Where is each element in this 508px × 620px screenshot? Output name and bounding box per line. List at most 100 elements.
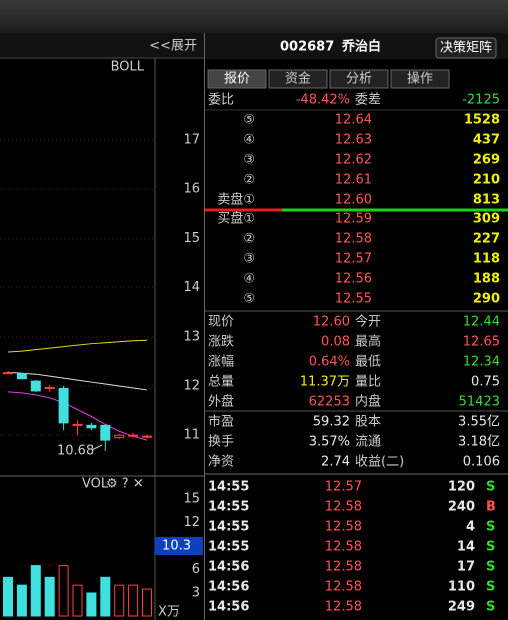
- trade-price: 12.57: [325, 480, 362, 495]
- volume-bar: [16, 584, 27, 617]
- stat-value: 12.60: [313, 315, 350, 330]
- level-volume: 269: [473, 153, 500, 168]
- decision-button[interactable]: 决策矩阵: [440, 40, 492, 56]
- volume-bar: [142, 588, 152, 617]
- level-price: 12.59: [335, 212, 372, 227]
- trade-price: 12.58: [325, 540, 362, 555]
- trade-time: 14:56: [208, 600, 249, 615]
- level-volume: 437: [473, 133, 500, 148]
- tab-label[interactable]: 报价: [224, 72, 250, 87]
- volume-unit: X万: [158, 605, 180, 620]
- stat-label: 最低: [355, 355, 381, 370]
- trade-volume: 249: [448, 600, 475, 615]
- order-ratio: -48.42%: [296, 93, 350, 108]
- stat-value: 51423: [459, 395, 500, 410]
- stat-value: 3.57%: [309, 435, 350, 450]
- stat-value: 0.08: [321, 335, 350, 350]
- price-tick-label: 15: [183, 231, 200, 246]
- stat-label: 内盘: [355, 394, 381, 410]
- volume-bar: [128, 584, 139, 617]
- stat-label: 涨幅: [208, 355, 234, 370]
- volume-title: VOL: [82, 477, 109, 492]
- volume-tick-label: 12: [183, 515, 200, 530]
- candle-body: [86, 424, 97, 429]
- candle-body: [128, 434, 139, 437]
- candle-body: [44, 386, 55, 389]
- level-label: ⑤: [243, 292, 255, 307]
- level-volume: 227: [473, 232, 500, 247]
- button-frame[interactable]: [435, 37, 497, 59]
- stat-label: 总量: [208, 375, 234, 390]
- tab-label[interactable]: 分析: [346, 72, 372, 87]
- trade-volume: 240: [448, 500, 475, 515]
- price-tick-label: 16: [183, 182, 200, 197]
- trade-side: S: [486, 520, 495, 535]
- level-volume: 210: [473, 173, 500, 188]
- tab-label[interactable]: 资金: [285, 71, 311, 87]
- volume-bar: [44, 576, 55, 617]
- stat-label: 流通: [355, 435, 381, 450]
- candle-body: [142, 435, 152, 438]
- level-price: 12.57: [335, 252, 372, 267]
- volume-bar: [3, 576, 13, 617]
- stat-value: 3.18亿: [458, 435, 500, 450]
- boll-upper: [7, 339, 148, 353]
- boll-mid: [7, 371, 148, 391]
- level-price: 12.58: [335, 232, 372, 247]
- level-label: ②: [243, 173, 255, 188]
- stat-value: 0.64%: [309, 355, 350, 370]
- current-volume: 10.3: [162, 539, 191, 554]
- tab[interactable]: [329, 69, 389, 89]
- stat-value: 0.106: [463, 455, 500, 470]
- stat-value: 12.65: [463, 335, 500, 350]
- stat-value: 62253: [309, 395, 350, 410]
- level-price: 12.64: [335, 113, 372, 128]
- trade-price: 12.58: [325, 580, 362, 595]
- current-volume-box: [155, 537, 203, 555]
- trade-side: S: [486, 560, 495, 575]
- candle-body: [114, 434, 125, 439]
- stat-label: 涨跌: [208, 334, 234, 350]
- top-bar: [0, 0, 508, 33]
- candle-body: [100, 424, 111, 441]
- price-tick-label: 14: [183, 280, 200, 295]
- level-label: ④: [243, 272, 255, 287]
- trade-volume: 4: [466, 520, 475, 535]
- stat-label: 今开: [355, 314, 381, 330]
- level-price: 12.63: [335, 133, 372, 148]
- price-tick-label: 17: [183, 133, 200, 148]
- stat-label: 市盈: [208, 414, 234, 430]
- tab[interactable]: [207, 69, 267, 89]
- price-tick-label: 11: [183, 428, 200, 443]
- volume-tick-label: 6: [192, 562, 200, 577]
- level-label: ③: [243, 153, 255, 168]
- label: 委差: [355, 93, 381, 108]
- level-volume: 1528: [464, 113, 500, 128]
- level-label: ⑤: [243, 113, 255, 128]
- level-label: 买盘①: [217, 211, 255, 227]
- tab-label[interactable]: 操作: [407, 71, 433, 87]
- stat-label: 现价: [208, 315, 234, 330]
- tab[interactable]: [268, 69, 328, 89]
- trade-volume: 17: [457, 560, 475, 575]
- stat-label: 收益(二): [355, 455, 404, 470]
- stat-label: 外盘: [208, 394, 234, 410]
- low-arrow: [91, 444, 103, 451]
- stat-value: 11.37万: [300, 375, 350, 390]
- expand-button: <<展开: [149, 39, 197, 54]
- price-tick-label: 12: [183, 379, 200, 394]
- indicator-label: BOLL: [111, 60, 145, 75]
- level-volume: 118: [473, 252, 500, 267]
- order-diff: -2125: [462, 93, 500, 108]
- candle-body: [72, 423, 83, 426]
- stat-value: 2.74: [321, 455, 350, 470]
- tab[interactable]: [390, 69, 450, 89]
- level-label: 卖盘①: [217, 192, 255, 208]
- stat-value: 12.44: [463, 315, 500, 330]
- level-label: ②: [243, 232, 255, 247]
- stat-label: 换手: [208, 435, 234, 450]
- volume-bar: [86, 592, 97, 617]
- trade-side: S: [486, 540, 495, 555]
